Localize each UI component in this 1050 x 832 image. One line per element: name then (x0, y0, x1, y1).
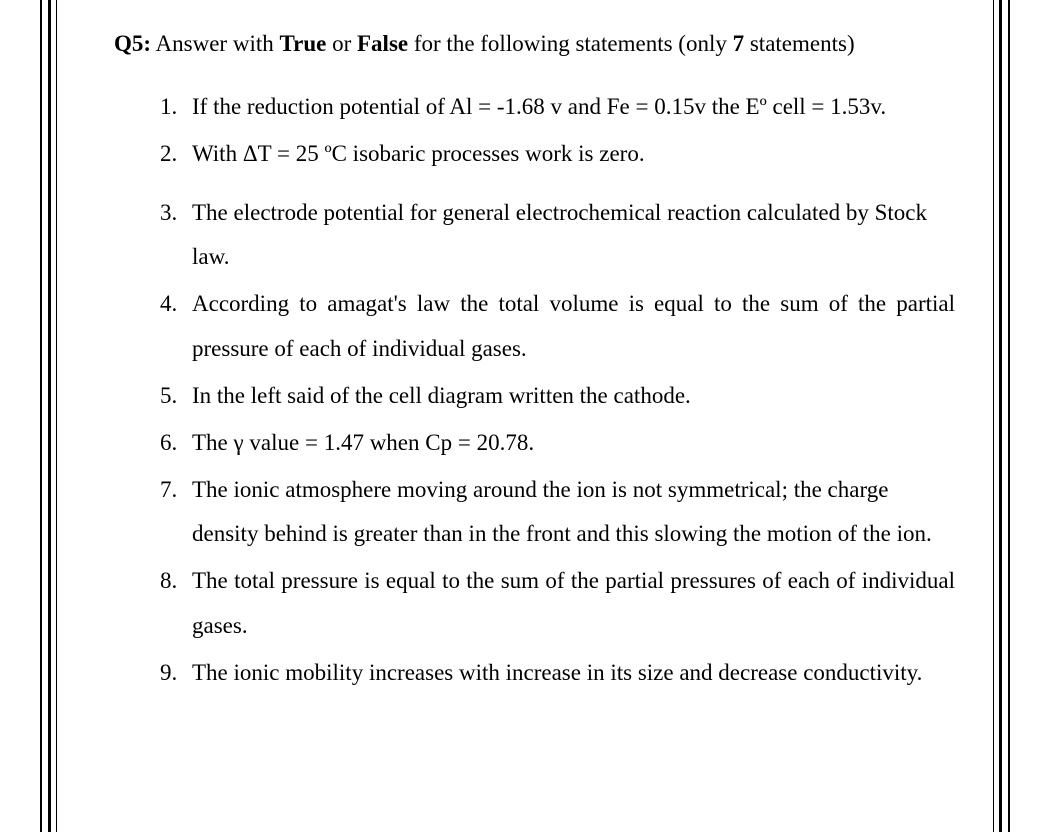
question-prompt-pre: Answer with (151, 31, 279, 56)
statement-text: The electrode potential for general elec… (192, 200, 927, 270)
statement-text: According to amagat's law the total volu… (192, 291, 955, 361)
statement-9: 9. The ionic mobility increases with inc… (160, 651, 955, 696)
statement-2: 2. With ΔT = 25 ºC isobaric processes wo… (160, 132, 955, 177)
statement-number: 8. (160, 559, 177, 604)
statement-number: 5. (160, 374, 177, 419)
question-true-word: True (279, 31, 326, 56)
statement-text: The total pressure is equal to the sum o… (192, 568, 955, 638)
content-area: Q5: Answer with True or False for the fo… (65, 0, 985, 832)
statement-number: 3. (160, 191, 177, 236)
statement-4: 4. According to amagat's law the total v… (160, 282, 955, 372)
statement-text: The ionic atmosphere moving around the i… (192, 477, 932, 547)
question-prompt-end: statements) (744, 31, 855, 56)
statement-1: 1. If the reduction potential of Al = -1… (160, 85, 955, 130)
question-count: 7 (733, 31, 745, 56)
statement-8: 8. The total pressure is equal to the su… (160, 559, 955, 649)
statement-number: 7. (160, 468, 177, 513)
page: Q5: Answer with True or False for the fo… (0, 0, 1050, 832)
statement-text: With ΔT = 25 ºC isobaric processes work … (192, 141, 645, 166)
question-false-word: False (357, 31, 408, 56)
question-label: Q5: (114, 31, 151, 56)
statement-number: 6. (160, 421, 177, 466)
statement-text: The ionic mobility increases with increa… (192, 660, 922, 685)
statement-number: 9. (160, 651, 177, 696)
question-mid: or (326, 31, 357, 56)
statements-list: 1. If the reduction potential of Al = -1… (120, 85, 955, 696)
statement-3: 3. The electrode potential for general e… (160, 191, 955, 281)
statement-text: In the left said of the cell diagram wri… (192, 383, 691, 408)
statement-7: 7. The ionic atmosphere moving around th… (160, 468, 955, 558)
statement-text: The γ value = 1.47 when Cp = 20.78. (192, 430, 534, 455)
statement-number: 2. (160, 132, 177, 177)
question-prompt-post: for the following statements (only (408, 31, 733, 56)
question-header: Q5: Answer with True or False for the fo… (120, 22, 955, 67)
statement-number: 1. (160, 85, 177, 130)
spacer (160, 179, 955, 191)
statement-6: 6. The γ value = 1.47 when Cp = 20.78. (160, 421, 955, 466)
statement-text: If the reduction potential of Al = -1.68… (192, 94, 886, 119)
statement-5: 5. In the left said of the cell diagram … (160, 374, 955, 419)
statement-number: 4. (160, 282, 177, 327)
